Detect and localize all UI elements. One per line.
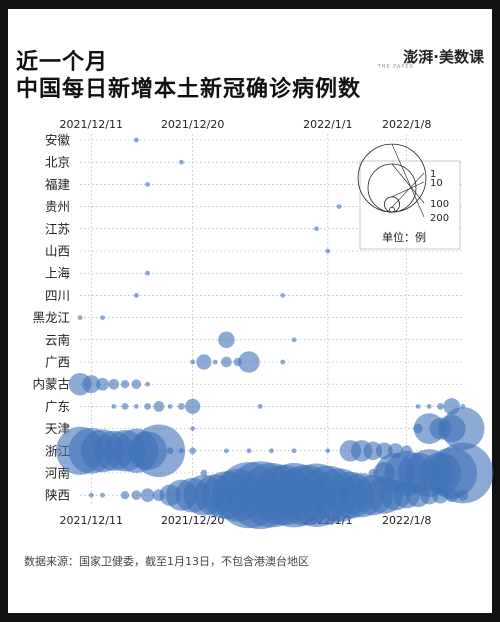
category-label: 安徽 bbox=[45, 133, 71, 148]
bubble-point bbox=[120, 491, 130, 500]
category-label: 江苏 bbox=[45, 221, 70, 236]
bubble-point bbox=[432, 442, 494, 504]
bubble-point bbox=[121, 403, 129, 410]
category-label: 广东 bbox=[45, 399, 70, 414]
brand-subtitle: THE PAPER bbox=[377, 64, 414, 70]
x-tick-label: 2022/1/8 bbox=[382, 514, 431, 527]
category-label: 天津 bbox=[45, 421, 70, 436]
bubble-point bbox=[325, 248, 331, 254]
bubble-point bbox=[185, 398, 201, 414]
legend-leader bbox=[391, 163, 425, 204]
category-label: 上海 bbox=[45, 266, 71, 281]
category-label: 广西 bbox=[45, 355, 70, 370]
bubble-point bbox=[133, 137, 139, 143]
bubble-point bbox=[153, 401, 165, 412]
category-label: 北京 bbox=[45, 155, 70, 170]
bubble-point bbox=[131, 379, 142, 390]
category-label: 云南 bbox=[45, 332, 70, 347]
bubble-point bbox=[212, 359, 218, 365]
bubble-point bbox=[145, 270, 150, 276]
bubble-point bbox=[111, 404, 117, 409]
bubble-point bbox=[120, 380, 130, 389]
bubble-point bbox=[441, 407, 485, 451]
bubble-point bbox=[426, 404, 432, 409]
legend-value-label: 10 bbox=[430, 178, 443, 189]
bubble-point bbox=[132, 424, 186, 478]
bubble-point bbox=[96, 377, 109, 391]
x-tick-label: 2021/12/20 bbox=[161, 118, 224, 131]
bubble-point bbox=[100, 315, 105, 320]
category-label: 黑龙江 bbox=[32, 310, 70, 325]
bubble-point bbox=[457, 489, 469, 501]
legend-value-label: 100 bbox=[430, 199, 449, 210]
bubble-point bbox=[145, 381, 150, 387]
bubble-point bbox=[238, 351, 260, 373]
bubble-point bbox=[221, 356, 232, 368]
bubble-point bbox=[108, 378, 120, 390]
bubble-point bbox=[144, 403, 151, 410]
bubble-point bbox=[280, 293, 286, 298]
size-legend-box bbox=[359, 160, 461, 250]
bubble-point bbox=[415, 404, 421, 409]
bubble-point bbox=[325, 448, 331, 454]
x-tick-label: 2021/12/11 bbox=[60, 514, 123, 527]
bubble-point bbox=[190, 359, 196, 365]
bubble-point bbox=[77, 315, 83, 320]
x-tick-label: 2021/12/11 bbox=[60, 118, 123, 131]
data-source-note: 数据来源：国家卫健委，截至1月13日，不包含港澳台地区 bbox=[24, 555, 309, 568]
bubble-point bbox=[432, 486, 449, 504]
category-label: 陕西 bbox=[45, 488, 70, 503]
bubble-point bbox=[444, 488, 459, 502]
x-tick-label: 2022/1/8 bbox=[382, 118, 431, 131]
bubble-point bbox=[100, 492, 105, 498]
bubble-point bbox=[167, 404, 173, 409]
category-label: 四川 bbox=[45, 288, 70, 303]
bubble-point bbox=[166, 447, 174, 455]
bubble-point bbox=[269, 448, 274, 454]
bubble-point bbox=[177, 403, 185, 410]
bubble-point bbox=[280, 359, 286, 365]
bubble-point bbox=[190, 426, 196, 431]
bubble-point bbox=[291, 337, 297, 343]
bubble-point bbox=[224, 448, 229, 454]
legend-value-label: 200 bbox=[430, 213, 449, 224]
brand-logo: 澎湃·美数课 bbox=[403, 48, 484, 66]
bubble-point bbox=[257, 404, 263, 409]
bubble-point bbox=[196, 354, 212, 370]
category-label: 山西 bbox=[45, 244, 70, 259]
legend-leader bbox=[391, 181, 425, 198]
bubble-point bbox=[246, 448, 252, 454]
bubble-point bbox=[131, 490, 142, 501]
category-label: 福建 bbox=[45, 177, 71, 192]
category-label: 河南 bbox=[45, 466, 70, 481]
bubble-point bbox=[178, 159, 184, 165]
bubble-point bbox=[189, 447, 197, 455]
bubble-point bbox=[437, 403, 444, 410]
category-label: 贵州 bbox=[45, 199, 70, 214]
bubble-point bbox=[82, 375, 101, 394]
legend-leader bbox=[391, 172, 425, 208]
bubble-point bbox=[133, 404, 139, 409]
bubble-point bbox=[291, 448, 297, 454]
legend-value-label: 1 bbox=[430, 169, 436, 180]
bubble-point bbox=[218, 331, 235, 349]
category-label: 内蒙古 bbox=[32, 377, 70, 392]
legend-leader bbox=[391, 143, 425, 218]
bubble-point bbox=[140, 488, 155, 502]
chart-title-line2: 中国每日新增本土新冠确诊病例数 bbox=[16, 77, 362, 102]
x-tick-label: 2021/12/20 bbox=[161, 514, 224, 527]
bubble-point bbox=[145, 182, 150, 187]
bubble-point bbox=[178, 448, 184, 454]
bubble-point bbox=[200, 469, 208, 477]
bubble-point bbox=[133, 293, 139, 298]
legend-unit-label: 单位：例 bbox=[382, 230, 426, 244]
bubble-point bbox=[314, 226, 319, 232]
bubble-point bbox=[336, 204, 342, 210]
chart-title-line1: 近一个月 bbox=[16, 50, 109, 75]
legend-circle bbox=[357, 143, 427, 213]
x-tick-label: 2022/1/1 bbox=[303, 118, 352, 131]
bubble-point bbox=[88, 492, 94, 498]
